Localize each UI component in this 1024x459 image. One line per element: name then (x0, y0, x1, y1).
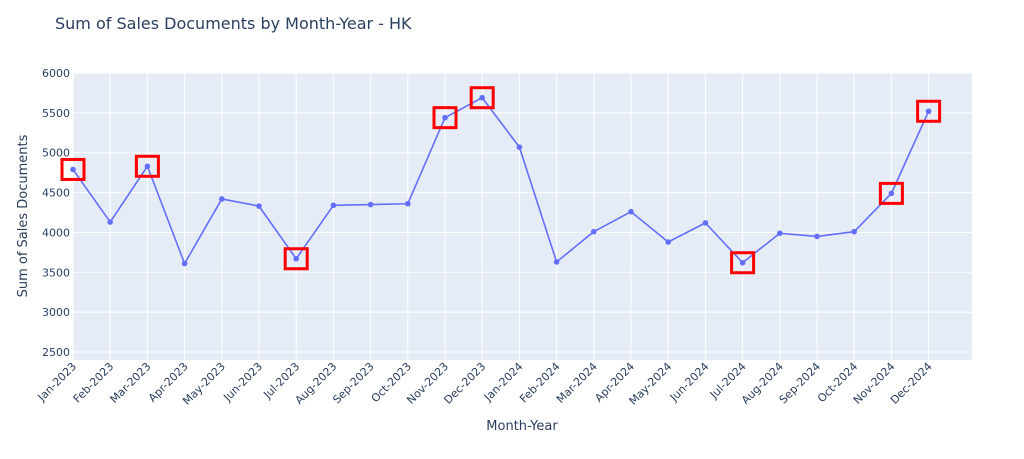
data-point (181, 260, 188, 267)
highlight-box (60, 157, 86, 181)
data-point (293, 255, 300, 262)
y-tick-label: 6000 (42, 67, 70, 80)
series-line (72, 96, 930, 265)
data-point (814, 233, 820, 240)
data-point (405, 200, 411, 207)
data-point (70, 166, 76, 173)
y-tick-label: 3500 (42, 266, 70, 279)
x-tick-label: Mar-2023 (108, 360, 154, 406)
data-point (591, 228, 597, 235)
data-point (888, 190, 895, 197)
x-axis-title: Month-Year (486, 419, 558, 434)
data-point (144, 163, 151, 170)
data-point (553, 259, 560, 265)
highlight-box (916, 99, 942, 123)
y-axis-title: Sum of Sales Documents (16, 134, 31, 297)
highlight-box (469, 86, 495, 110)
data-point (367, 201, 374, 208)
data-point (256, 203, 262, 209)
y-tick-label: 4500 (42, 187, 70, 200)
plot-area (73, 73, 972, 360)
x-tick-label: Mar-2024 (554, 360, 600, 406)
data-point (851, 228, 857, 235)
y-tick-label: 5500 (42, 107, 70, 120)
data-point (628, 208, 634, 215)
highlight-box (134, 154, 160, 178)
data-point (479, 94, 486, 101)
highlight-box (878, 181, 904, 205)
data-point (330, 202, 337, 209)
y-tick-label: 3000 (42, 306, 70, 319)
x-tick-label: Jun-2023 (220, 360, 265, 405)
data-point (516, 144, 523, 150)
highlight-box (432, 106, 458, 130)
chart-title: Sum of Sales Documents by Month-Year - H… (55, 14, 412, 33)
y-tick-label: 4000 (42, 226, 70, 239)
data-point (777, 230, 783, 237)
data-point (702, 220, 709, 226)
x-tick-label: Jun-2024 (667, 360, 712, 405)
highlight-box (283, 247, 309, 271)
data-point (442, 114, 448, 121)
data-point (219, 196, 225, 202)
y-tick-label: 5000 (42, 147, 70, 160)
y-tick-label: 2500 (42, 346, 70, 359)
highlight-box (730, 251, 756, 275)
data-point (925, 108, 932, 115)
data-point (665, 239, 671, 245)
data-point (107, 219, 113, 225)
data-point (739, 259, 746, 266)
